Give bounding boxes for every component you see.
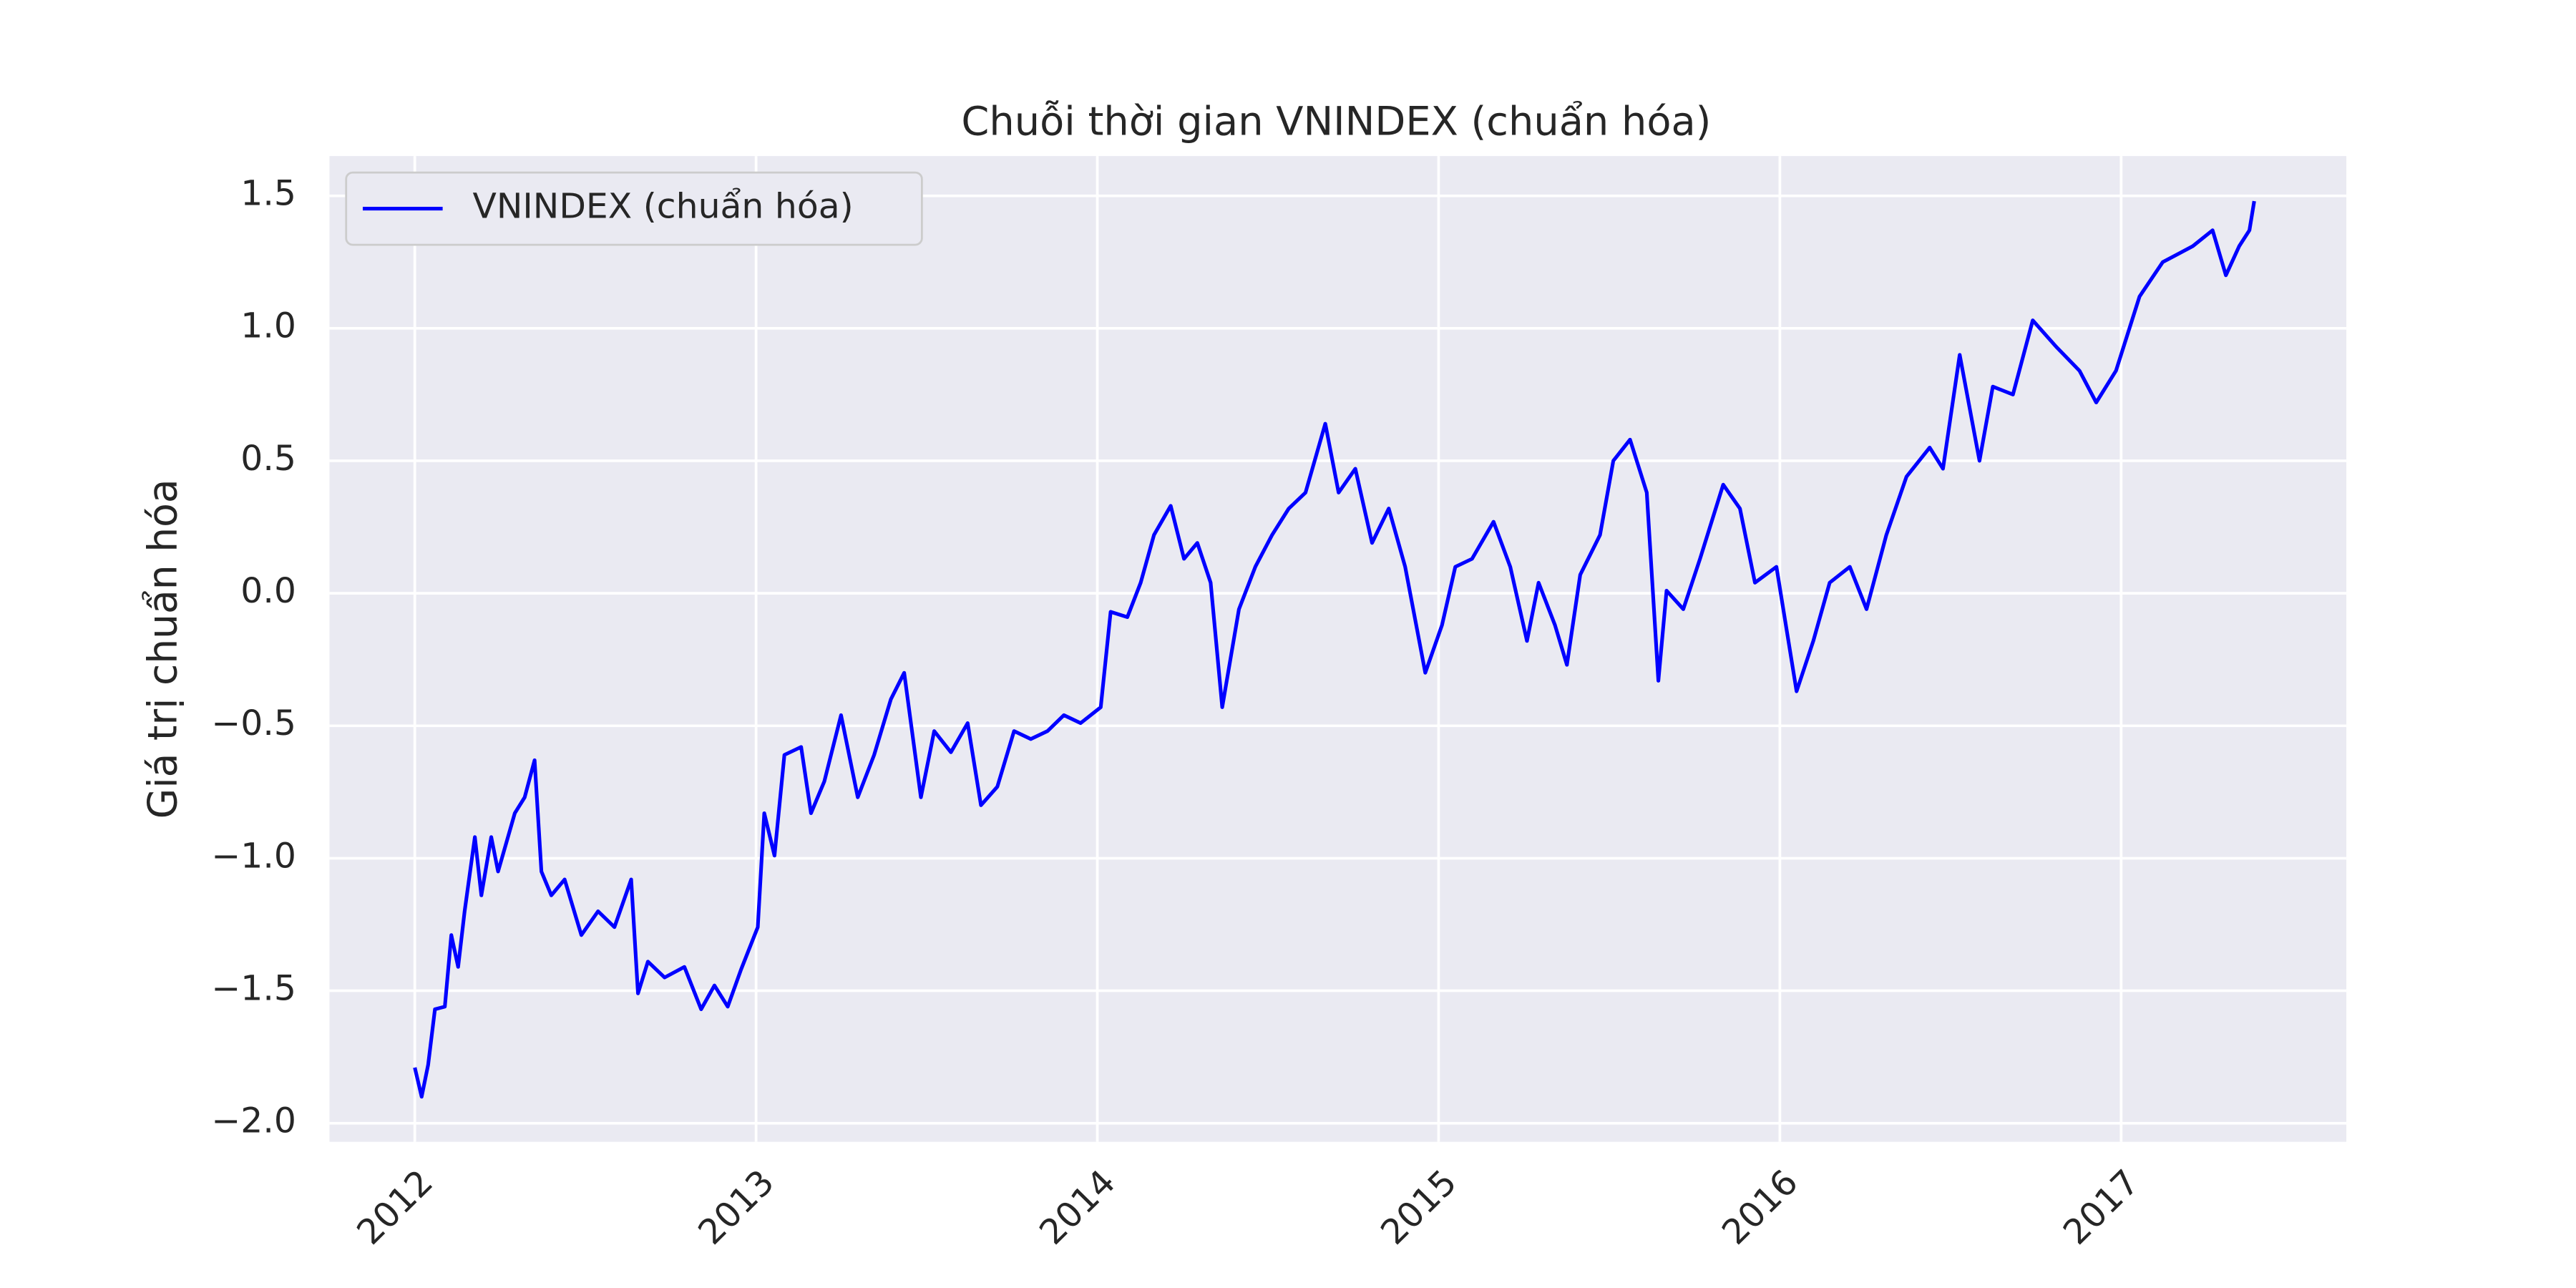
y-tick-label: −1.0 — [211, 836, 296, 877]
plot-background — [329, 156, 2347, 1142]
x-tick-label: 2014 — [1032, 1162, 1123, 1252]
y-tick-label: 1.0 — [240, 306, 296, 346]
legend-label: VNINDEX (chuẩn hóa) — [472, 187, 853, 227]
x-tick-label: 2013 — [691, 1162, 782, 1252]
data-line — [413, 200, 2256, 1099]
x-tick-label: 2016 — [1714, 1162, 1806, 1252]
x-tick-label: 2017 — [2056, 1162, 2147, 1252]
y-tick-label: 1.5 — [240, 174, 296, 214]
y-tick-label: −1.5 — [211, 969, 296, 1009]
y-tick-label: −2.0 — [211, 1101, 296, 1141]
x-tick-label: 2015 — [1373, 1162, 1465, 1252]
y-tick-label: −0.5 — [211, 703, 296, 743]
legend: VNINDEX (chuẩn hóa) — [345, 171, 923, 246]
legend-box — [345, 171, 923, 246]
y-tick-label: 0.0 — [240, 571, 296, 611]
y-tick-label: 0.5 — [240, 439, 296, 479]
y-axis-label: Giá trị chuẩn hóa — [140, 479, 186, 819]
chart-title: Chuỗi thời gian VNINDEX (chuẩn hóa) — [961, 99, 1711, 145]
x-tick-label: 2012 — [349, 1162, 441, 1252]
